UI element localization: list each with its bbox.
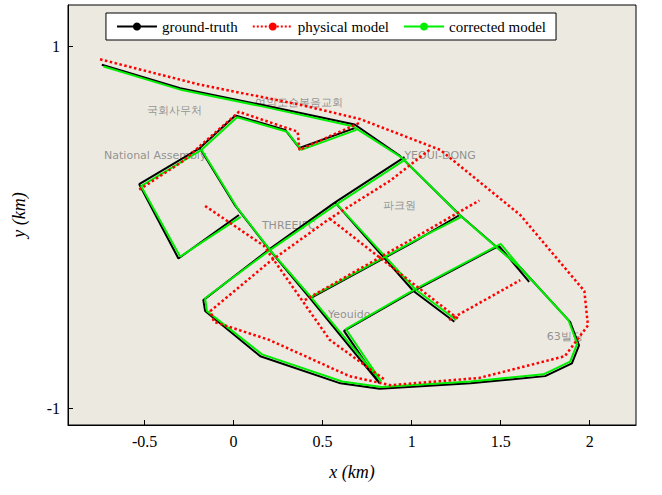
svg-text:63빌딩: 63빌딩 [546, 329, 583, 343]
svg-text:여의도순복음교회: 여의도순복음교회 [255, 96, 344, 110]
svg-text:physical model: physical model [298, 19, 389, 35]
svg-text:ground-truth: ground-truth [162, 19, 238, 35]
svg-text:-0.5: -0.5 [132, 433, 157, 450]
svg-text:1: 1 [52, 38, 60, 55]
svg-text:1.5: 1.5 [491, 433, 511, 450]
svg-text:0: 0 [230, 433, 238, 450]
svg-text:x (km): x (km) [328, 462, 374, 483]
svg-text:corrected model: corrected model [449, 19, 546, 35]
svg-text:YEOUI-DONG: YEOUI-DONG [404, 148, 476, 162]
svg-text:2: 2 [586, 433, 594, 450]
svg-text:-1: -1 [47, 400, 60, 417]
svg-text:National Assembly: National Assembly [104, 148, 207, 162]
svg-text:1: 1 [408, 433, 416, 450]
svg-text:Yeouido: Yeouido [328, 308, 371, 322]
svg-text:y (km): y (km) [9, 192, 30, 239]
svg-text:파크원: 파크원 [383, 199, 416, 212]
svg-text:THREEIFC: THREEIFC [261, 219, 316, 233]
svg-text:국회사무처: 국회사무처 [147, 104, 202, 117]
svg-text:0.5: 0.5 [313, 433, 333, 450]
